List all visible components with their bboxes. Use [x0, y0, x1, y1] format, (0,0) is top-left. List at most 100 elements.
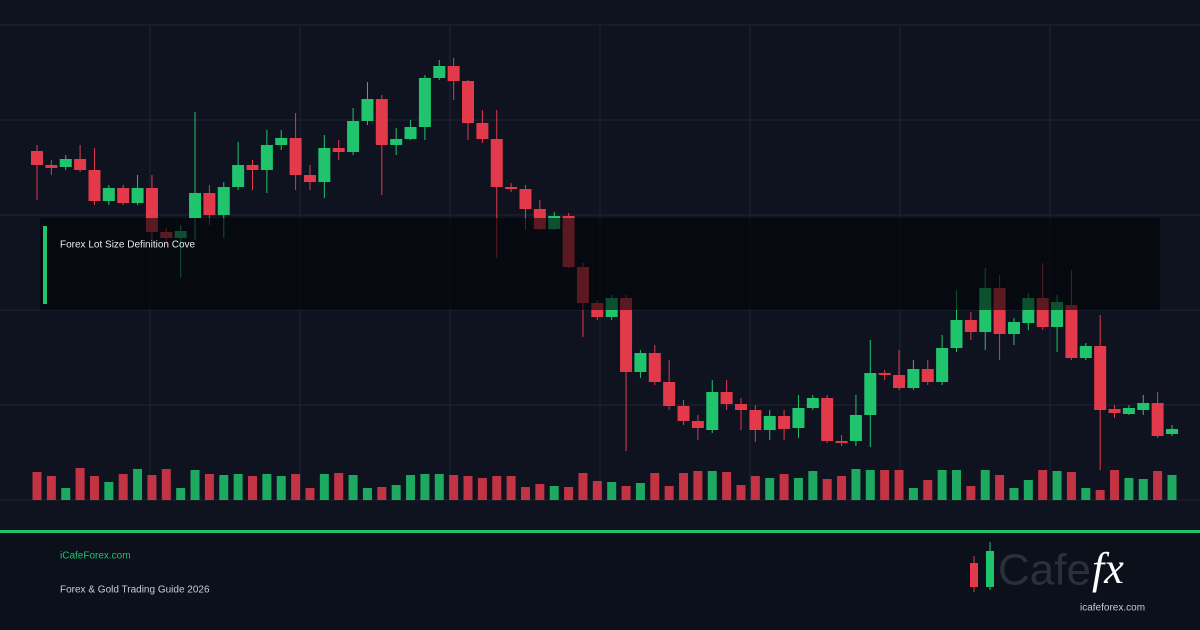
candle-body — [821, 398, 834, 441]
candle-body — [390, 139, 403, 145]
candle-body — [303, 175, 316, 182]
volume-bar — [61, 488, 71, 500]
volume-bar — [1095, 490, 1105, 500]
volume-bar — [937, 470, 947, 500]
candle-body — [275, 138, 288, 145]
volume-bar — [520, 487, 530, 500]
candle-body — [1065, 305, 1078, 358]
volume-bar — [1167, 475, 1177, 500]
candle-body — [964, 320, 977, 332]
volume-bar — [621, 486, 631, 500]
volume-bar — [262, 474, 272, 500]
candle-body — [131, 188, 144, 203]
divider — [0, 530, 1200, 533]
volume-bar — [908, 488, 918, 500]
volume-bar — [176, 488, 186, 500]
candle-body — [878, 373, 891, 375]
candle-body — [806, 398, 819, 408]
candle-body — [763, 416, 776, 430]
volume-bar — [133, 469, 143, 500]
volume-bar — [951, 470, 961, 500]
candle-body — [1007, 322, 1020, 334]
logo: Cafe fx icafeforex.com — [970, 542, 1145, 614]
candle-body — [1122, 408, 1135, 414]
candle-body — [792, 408, 805, 428]
candle-body — [59, 159, 72, 167]
candle-body — [462, 81, 475, 123]
volume-bar — [463, 476, 473, 500]
volume-bar — [535, 484, 545, 500]
volume-bar — [607, 482, 617, 500]
candle-body — [936, 348, 949, 382]
volume-bar — [362, 488, 372, 500]
volume-bar — [506, 476, 516, 500]
candle-body — [648, 353, 661, 382]
candle-body — [864, 373, 877, 415]
candle-body — [217, 187, 230, 215]
footer-site: iCafeForex.com — [60, 551, 131, 562]
volume-bar — [564, 487, 574, 500]
volume-bar — [276, 476, 286, 500]
volume-bar — [147, 475, 157, 500]
volume-bar — [880, 470, 890, 500]
volume-bar — [1153, 471, 1163, 500]
candle-body — [691, 421, 704, 428]
candle-body — [102, 188, 115, 201]
volume-bar — [923, 480, 933, 500]
volume-bar — [779, 474, 789, 500]
footer-bg — [0, 533, 1200, 630]
volume-bar — [406, 475, 416, 500]
volume-bar — [305, 488, 315, 500]
volume-bar — [793, 478, 803, 500]
volume-bar — [750, 476, 760, 500]
volume-bar — [635, 483, 645, 500]
overlay-title: Forex Lot Size Definition Cove — [60, 240, 196, 251]
volume-bar — [449, 475, 459, 500]
candle-body — [246, 165, 259, 170]
volume-bar — [865, 470, 875, 500]
candle-body — [418, 78, 431, 127]
candle-body — [318, 148, 331, 182]
candle-body — [232, 165, 245, 187]
candle-body — [189, 193, 202, 218]
candle-body — [1079, 346, 1092, 358]
candle-body — [921, 369, 934, 382]
volume-bar — [592, 481, 602, 500]
candle-body — [361, 99, 374, 121]
volume-bar — [851, 469, 861, 500]
volume-bar — [420, 474, 430, 500]
volume-bar — [1138, 479, 1148, 500]
volume-bar — [578, 473, 588, 500]
volume-bar — [679, 473, 689, 500]
logo-url: icafeforex.com — [1080, 603, 1145, 614]
volume-bar — [980, 470, 990, 500]
volume-bar — [650, 473, 660, 500]
candle-body — [74, 159, 87, 170]
candle-body — [404, 127, 417, 139]
volume-bar — [492, 476, 502, 500]
candle-body — [332, 148, 345, 152]
candle-body — [117, 188, 130, 203]
volume-bar — [837, 476, 847, 500]
candle-body — [45, 165, 58, 168]
candle-body — [433, 66, 446, 78]
candle-body — [907, 369, 920, 388]
volume-bar — [434, 474, 444, 500]
volume-bar — [722, 472, 732, 500]
volume-bar — [894, 470, 904, 500]
volume-bar — [204, 474, 214, 500]
candle-body — [1151, 403, 1164, 436]
candle-body — [519, 189, 532, 209]
volume-bar — [391, 485, 401, 500]
logo-word: Cafe — [998, 546, 1091, 595]
volume-bar — [1009, 488, 1019, 500]
volume-bar — [190, 470, 200, 500]
volume-bar — [118, 474, 128, 500]
volume-bar — [319, 474, 329, 500]
candle-body — [849, 415, 862, 441]
logo-accent: fx — [1092, 544, 1124, 593]
candle-body — [734, 404, 747, 410]
candle-body — [749, 410, 762, 430]
